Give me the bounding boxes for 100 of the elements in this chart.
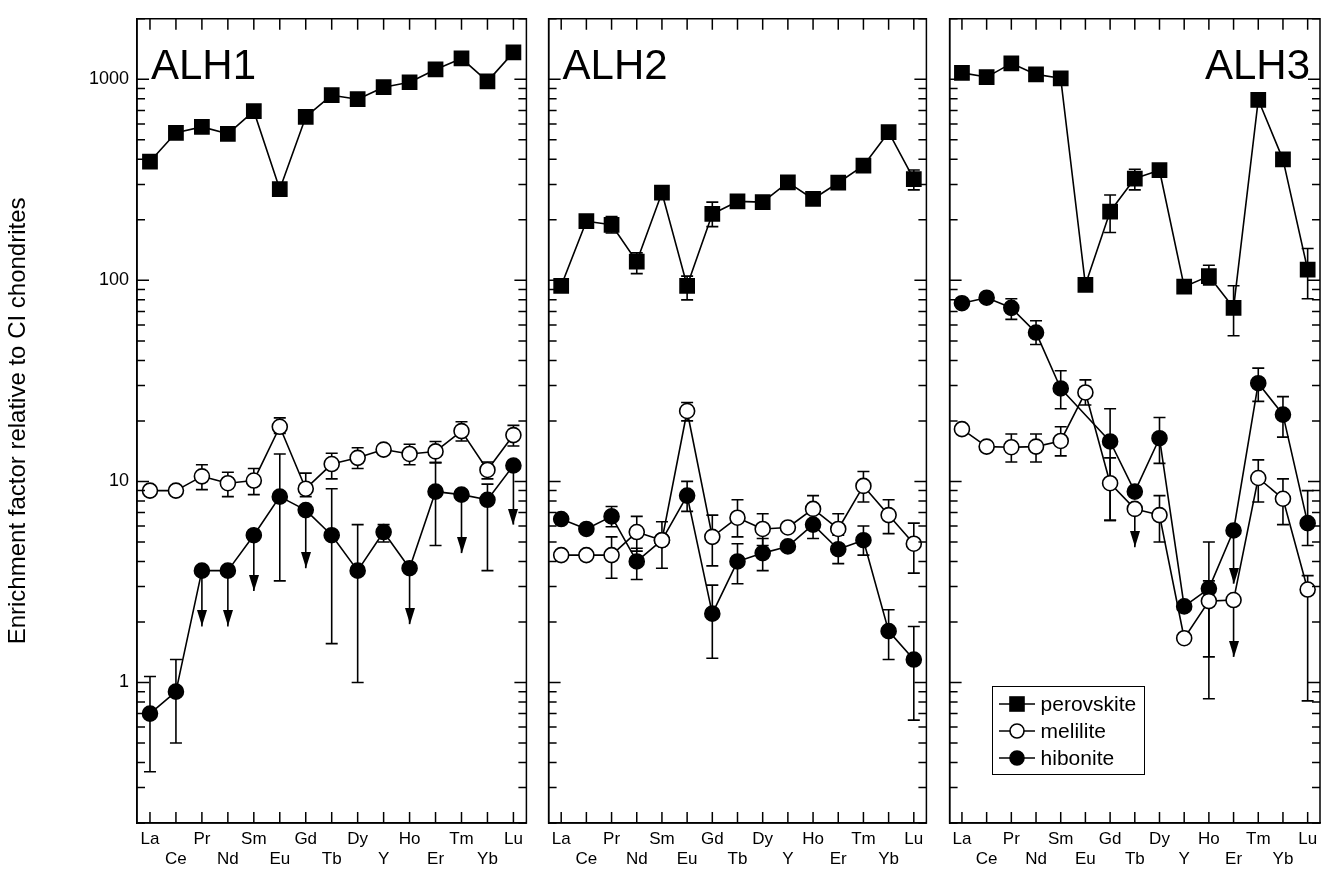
x-tick-label: Pr — [193, 828, 211, 848]
point — [1102, 203, 1118, 220]
point — [1126, 170, 1143, 187]
x-tick-label: Ce — [165, 849, 187, 869]
x-tick-label: Lu — [503, 828, 523, 848]
point — [1225, 591, 1242, 609]
y-axis-title: Enrichment factor relative to CI chondrites — [3, 197, 31, 645]
x-tick-label: Eu — [269, 849, 291, 869]
point — [780, 174, 796, 191]
point — [1176, 278, 1193, 295]
point — [323, 526, 340, 544]
point — [1175, 629, 1193, 647]
point — [553, 277, 570, 294]
point — [578, 213, 595, 230]
point — [855, 477, 872, 495]
point — [830, 174, 847, 191]
point — [855, 531, 872, 549]
point — [297, 501, 315, 519]
x-tick-label: Pr — [1002, 828, 1021, 848]
point — [1151, 506, 1168, 524]
point — [829, 540, 847, 558]
point — [142, 153, 158, 170]
x-tick-label: Dy — [1149, 828, 1171, 848]
point — [167, 683, 185, 700]
x-tick-label: Tm — [449, 828, 474, 848]
x-tick-label: Yb — [477, 849, 498, 869]
point — [704, 206, 721, 222]
point — [754, 194, 771, 210]
x-tick-label: Pr — [603, 828, 621, 848]
point — [1003, 299, 1020, 317]
point — [552, 510, 570, 528]
x-tick-label: Y — [1178, 849, 1190, 869]
point — [628, 253, 645, 270]
point — [349, 91, 366, 108]
point — [729, 509, 746, 526]
point — [297, 109, 314, 125]
point — [953, 420, 971, 438]
point — [1101, 474, 1119, 492]
point — [1299, 261, 1316, 278]
point — [628, 523, 646, 541]
x-tick-label: Sm — [241, 828, 267, 848]
point — [1200, 592, 1218, 610]
point — [375, 441, 392, 458]
y-tick-label: 100 — [98, 269, 129, 290]
x-tick-label: Ho — [1198, 828, 1220, 848]
x-tick-label: Gd — [294, 828, 318, 848]
point — [1225, 522, 1242, 539]
point — [1250, 91, 1267, 108]
point — [453, 486, 470, 503]
point — [754, 520, 771, 538]
point — [679, 277, 695, 294]
text: ALH3 — [1204, 41, 1310, 89]
point — [167, 482, 185, 499]
x-tick-label: Lu — [904, 828, 924, 848]
point — [628, 553, 646, 570]
point — [905, 651, 923, 668]
x-tick-label: Y — [782, 849, 794, 869]
point — [323, 87, 340, 104]
point — [978, 289, 995, 306]
point — [1052, 380, 1070, 397]
point — [754, 544, 771, 562]
point — [729, 553, 746, 570]
point — [678, 487, 696, 504]
point — [245, 526, 263, 544]
x-tick-label: Yb — [878, 849, 900, 869]
point — [193, 468, 211, 485]
point — [349, 562, 366, 579]
point — [880, 506, 897, 524]
point — [479, 491, 496, 509]
y-tick-label: 1 — [118, 671, 129, 692]
point — [505, 457, 522, 474]
point — [297, 480, 315, 497]
point — [141, 705, 159, 722]
x-tick-label: Lu — [1298, 828, 1318, 848]
x-tick-label: Tm — [851, 828, 876, 848]
point — [1274, 490, 1292, 508]
legend-label: melilite — [1040, 718, 1106, 744]
point — [905, 171, 922, 187]
point — [1077, 276, 1094, 293]
y-tick-label: 1000 — [88, 68, 129, 89]
x-tick-label: Ho — [398, 828, 421, 848]
point — [603, 546, 620, 564]
point — [1028, 66, 1044, 83]
point — [804, 516, 822, 533]
point — [779, 519, 797, 536]
x-tick-label: Eu — [676, 849, 698, 869]
point — [1003, 55, 1020, 72]
point — [1274, 406, 1292, 423]
point — [1027, 438, 1045, 455]
point — [1249, 469, 1267, 487]
x-tick-label: Nd — [216, 849, 239, 869]
x-tick-label: Gd — [700, 828, 724, 848]
text: ALH2 — [562, 41, 668, 89]
point — [578, 520, 595, 538]
point — [245, 472, 263, 489]
x-tick-label: Eu — [1075, 849, 1096, 869]
text: ALH1 — [151, 41, 257, 89]
point — [1027, 324, 1045, 341]
point — [552, 546, 570, 564]
point — [168, 124, 184, 141]
